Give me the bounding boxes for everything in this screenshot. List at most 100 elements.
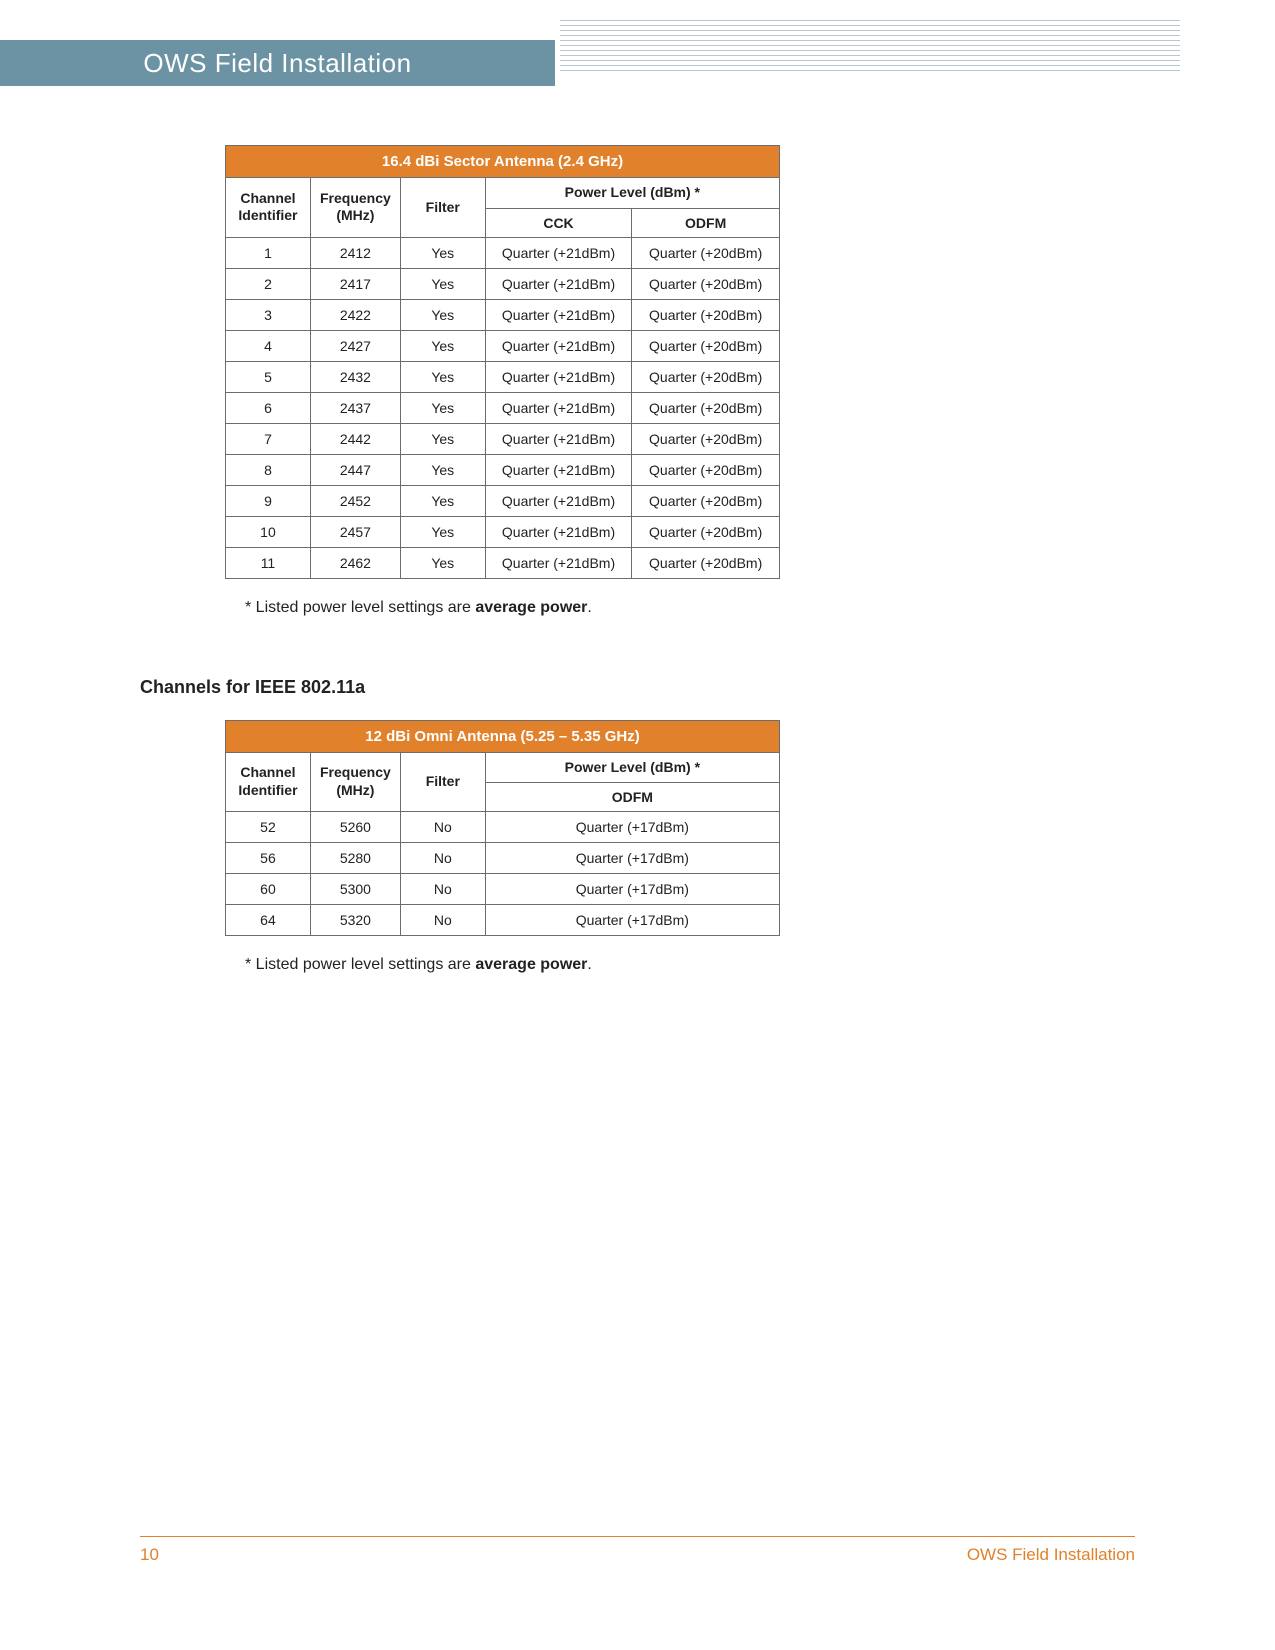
cell-filter: No [400,843,485,874]
cell-filter: Yes [400,454,485,485]
cell-cck: Quarter (+21dBm) [485,299,632,330]
footnote-1: * Listed power level settings are averag… [245,599,1140,617]
header-decorative-lines [560,20,1180,75]
cell-ch: 4 [226,330,311,361]
cell-odfm: Quarter (+17dBm) [485,874,779,905]
col-channel: Channel Identifier [226,178,311,238]
cell-filter: Yes [400,516,485,547]
cell-ch: 11 [226,547,311,578]
cell-ch: 3 [226,299,311,330]
col-odfm: ODFM [485,783,779,812]
footnote1-bold: average power [475,599,587,616]
cell-freq: 2437 [310,392,400,423]
table1-title: 16.4 dBi Sector Antenna (2.4 GHz) [226,146,780,178]
table-row: 42427YesQuarter (+21dBm)Quarter (+20dBm) [226,330,780,361]
cell-ch: 8 [226,454,311,485]
cell-ch: 6 [226,392,311,423]
footer-label: OWS Field Installation [967,1545,1135,1565]
table-1-container: 16.4 dBi Sector Antenna (2.4 GHz) Channe… [225,145,1140,579]
cell-freq: 2417 [310,268,400,299]
cell-freq: 2427 [310,330,400,361]
cell-odfm: Quarter (+20dBm) [632,392,780,423]
cell-ch: 1 [226,237,311,268]
table-row: 12412YesQuarter (+21dBm)Quarter (+20dBm) [226,237,780,268]
table-2-container: 12 dBi Omni Antenna (5.25 – 5.35 GHz) Ch… [225,720,1140,937]
cell-ch: 9 [226,485,311,516]
cell-freq: 2447 [310,454,400,485]
cell-freq: 2457 [310,516,400,547]
cell-cck: Quarter (+21dBm) [485,237,632,268]
cell-filter: No [400,905,485,936]
page-content: 16.4 dBi Sector Antenna (2.4 GHz) Channe… [140,145,1140,974]
cell-ch: 56 [226,843,311,874]
cell-ch: 10 [226,516,311,547]
col-filter: Filter [400,178,485,238]
cell-cck: Quarter (+21dBm) [485,423,632,454]
table2-title: 12 dBi Omni Antenna (5.25 – 5.35 GHz) [226,720,780,752]
col-freq: Frequency (MHz) [310,178,400,238]
cell-filter: Yes [400,268,485,299]
table-row: 62437YesQuarter (+21dBm)Quarter (+20dBm) [226,392,780,423]
table-row: 32422YesQuarter (+21dBm)Quarter (+20dBm) [226,299,780,330]
footnote2-suffix: . [587,956,591,973]
cell-ch: 60 [226,874,311,905]
table-omni-antenna: 12 dBi Omni Antenna (5.25 – 5.35 GHz) Ch… [225,720,780,937]
cell-freq: 2412 [310,237,400,268]
cell-filter: Yes [400,330,485,361]
table-row: 82447YesQuarter (+21dBm)Quarter (+20dBm) [226,454,780,485]
cell-odfm: Quarter (+20dBm) [632,516,780,547]
cell-odfm: Quarter (+17dBm) [485,843,779,874]
col-channel: Channel Identifier [226,752,311,812]
cell-odfm: Quarter (+20dBm) [632,485,780,516]
table-row: 525260NoQuarter (+17dBm) [226,812,780,843]
cell-freq: 2442 [310,423,400,454]
cell-cck: Quarter (+21dBm) [485,268,632,299]
col-power: Power Level (dBm) * [485,178,779,209]
table-row: 605300NoQuarter (+17dBm) [226,874,780,905]
cell-odfm: Quarter (+17dBm) [485,905,779,936]
cell-filter: No [400,812,485,843]
table-row: 565280NoQuarter (+17dBm) [226,843,780,874]
cell-odfm: Quarter (+20dBm) [632,299,780,330]
cell-freq: 5280 [310,843,400,874]
cell-cck: Quarter (+21dBm) [485,516,632,547]
section-heading: Channels for IEEE 802.11a [140,677,1140,698]
col-cck: CCK [485,208,632,237]
table-sector-antenna: 16.4 dBi Sector Antenna (2.4 GHz) Channe… [225,145,780,579]
cell-odfm: Quarter (+20dBm) [632,237,780,268]
cell-ch: 5 [226,361,311,392]
cell-ch: 64 [226,905,311,936]
cell-odfm: Quarter (+20dBm) [632,454,780,485]
cell-freq: 5300 [310,874,400,905]
footnote2-prefix: * Listed power level settings are [245,956,475,973]
cell-cck: Quarter (+21dBm) [485,485,632,516]
cell-odfm: Quarter (+20dBm) [632,361,780,392]
cell-odfm: Quarter (+20dBm) [632,423,780,454]
cell-cck: Quarter (+21dBm) [485,361,632,392]
cell-filter: Yes [400,392,485,423]
page-number: 10 [140,1545,159,1565]
cell-freq: 5260 [310,812,400,843]
col-power: Power Level (dBm) * [485,752,779,783]
table-row: 102457YesQuarter (+21dBm)Quarter (+20dBm… [226,516,780,547]
cell-cck: Quarter (+21dBm) [485,547,632,578]
cell-freq: 2422 [310,299,400,330]
cell-freq: 2452 [310,485,400,516]
header-band: OWS Field Installation [0,40,555,86]
cell-filter: Yes [400,423,485,454]
cell-filter: No [400,874,485,905]
cell-filter: Yes [400,299,485,330]
page-footer: 10 OWS Field Installation [140,1536,1135,1565]
cell-filter: Yes [400,361,485,392]
cell-odfm: Quarter (+17dBm) [485,812,779,843]
header-title: OWS Field Installation [143,48,411,79]
footnote1-prefix: * Listed power level settings are [245,599,475,616]
cell-freq: 5320 [310,905,400,936]
col-filter: Filter [400,752,485,812]
table-row: 52432YesQuarter (+21dBm)Quarter (+20dBm) [226,361,780,392]
cell-freq: 2462 [310,547,400,578]
footnote2-bold: average power [475,956,587,973]
table-row: 645320NoQuarter (+17dBm) [226,905,780,936]
cell-ch: 52 [226,812,311,843]
table-row: 22417YesQuarter (+21dBm)Quarter (+20dBm) [226,268,780,299]
